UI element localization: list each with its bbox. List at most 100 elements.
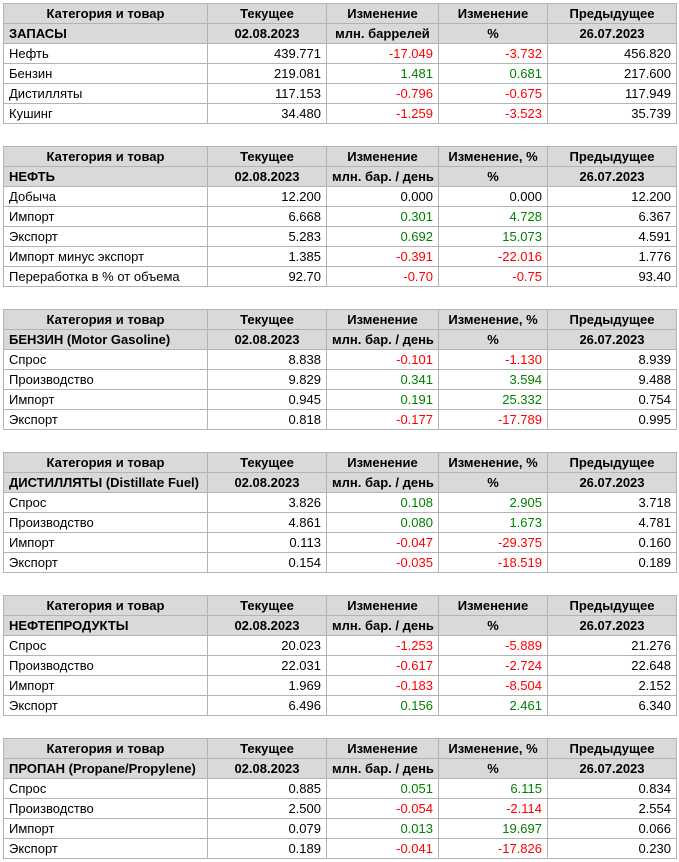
value-previous: 8.939: [547, 349, 677, 370]
row-label: Производство: [3, 369, 208, 390]
value-change: 1.481: [326, 63, 439, 84]
row-label: Импорт: [3, 389, 208, 410]
column-header: Текущее: [207, 309, 327, 330]
value-previous: 0.066: [547, 818, 677, 839]
value-previous: 0.834: [547, 778, 677, 799]
header-row: Категория и товар Текущее Изменение Изменен…: [3, 146, 677, 167]
value-previous: 0.189: [547, 552, 677, 573]
section-row: ЗАПАСЫ 02.08.2023 млн. баррелей% 26.07.2023: [3, 23, 677, 44]
value-current: 0.113: [207, 532, 327, 553]
value-current: 3.826: [207, 492, 327, 513]
table-row: Импорт минус экспорт 1.385 -0.391 -22.016 1.…: [3, 246, 677, 267]
table-row: Импорт 1.969 -0.183 -8.504 2.152: [3, 675, 677, 696]
previous-date: 26.07.2023: [547, 329, 677, 350]
table-row: Переработка в % от объема 92.70 -0.70 -0.75…: [3, 266, 677, 287]
section-row: ПРОПАН (Propane/Propylene) 02.08.2023 млн.…: [3, 758, 677, 779]
value-change: -1.253: [326, 635, 439, 656]
value-change-pct: -8.504: [438, 675, 548, 696]
value-change-pct: -3.732: [438, 43, 548, 64]
value-change-pct: 15.073: [438, 226, 548, 247]
table-row: Импорт 6.668 0.301 4.728 6.367: [3, 206, 677, 227]
value-current: 5.283: [207, 226, 327, 247]
value-change-pct: 19.697: [438, 818, 548, 839]
value-change-pct: 2.461: [438, 695, 548, 716]
value-change: 0.692: [326, 226, 439, 247]
row-label: Производство: [3, 798, 208, 819]
value-current: 0.154: [207, 552, 327, 573]
value-current: 2.500: [207, 798, 327, 819]
value-current: 9.829: [207, 369, 327, 390]
header-row: Категория и товар Текущее Изменение Изменен…: [3, 309, 677, 330]
value-previous: 0.995: [547, 409, 677, 430]
header-row: Категория и товар Текущее Изменение Изменен…: [3, 738, 677, 759]
current-date: 02.08.2023: [207, 166, 327, 187]
value-change: 0.301: [326, 206, 439, 227]
value-change: -0.047: [326, 532, 439, 553]
current-date: 02.08.2023: [207, 615, 327, 636]
value-change: -0.70: [326, 266, 439, 287]
column-header: Предыдущее: [547, 452, 677, 473]
value-previous: 93.40: [547, 266, 677, 287]
percent-label: %: [438, 23, 548, 44]
section-row: БЕНЗИН (Motor Gasoline) 02.08.2023 млн. ба…: [3, 329, 677, 350]
value-change-pct: -1.130: [438, 349, 548, 370]
value-change-pct: -5.889: [438, 635, 548, 656]
table-row: Спрос 3.826 0.108 2.905 3.718: [3, 492, 677, 513]
row-label: Дистилляты: [3, 83, 208, 104]
column-header: Изменение: [326, 595, 439, 616]
section-title: ПРОПАН (Propane/Propylene): [3, 758, 208, 779]
data-table-distillyaty: Категория и товар Текущее Изменение Изменен…: [3, 452, 677, 573]
table-row: Производство 9.829 0.341 3.594 9.488: [3, 369, 677, 390]
value-current: 6.496: [207, 695, 327, 716]
value-current: 219.081: [207, 63, 327, 84]
previous-date: 26.07.2023: [547, 615, 677, 636]
column-header: Изменение: [326, 738, 439, 759]
table-row: Импорт 0.079 0.013 19.697 0.066: [3, 818, 677, 839]
value-change-pct: 6.115: [438, 778, 548, 799]
unit-label: млн. бар. / день: [326, 615, 439, 636]
table-row: Кушинг 34.480 -1.259 -3.523 35.739: [3, 103, 677, 124]
section-title: НЕФТЕПРОДУКТЫ: [3, 615, 208, 636]
value-current: 0.885: [207, 778, 327, 799]
column-header: Предыдущее: [547, 309, 677, 330]
row-label: Экспорт: [3, 838, 208, 859]
percent-label: %: [438, 329, 548, 350]
data-table-propan: Категория и товар Текущее Изменение Изменен…: [3, 738, 677, 859]
header-row: Категория и товар Текущее Изменение Изменен…: [3, 3, 677, 24]
section-title: НЕФТЬ: [3, 166, 208, 187]
row-label: Спрос: [3, 349, 208, 370]
column-header: Категория и товар: [3, 146, 208, 167]
previous-date: 26.07.2023: [547, 23, 677, 44]
column-header: Категория и товар: [3, 3, 208, 24]
value-current: 34.480: [207, 103, 327, 124]
value-previous: 6.367: [547, 206, 677, 227]
column-header: Изменение: [326, 146, 439, 167]
value-current: 0.945: [207, 389, 327, 410]
value-previous: 6.340: [547, 695, 677, 716]
value-current: 439.771: [207, 43, 327, 64]
value-change-pct: -22.016: [438, 246, 548, 267]
value-change: -0.796: [326, 83, 439, 104]
unit-label: млн. бар. / день: [326, 166, 439, 187]
column-header: Категория и товар: [3, 595, 208, 616]
section-row: ДИСТИЛЛЯТЫ (Distillate Fuel) 02.08.2023 мл…: [3, 472, 677, 493]
previous-date: 26.07.2023: [547, 472, 677, 493]
column-header: Категория и товар: [3, 309, 208, 330]
data-table-benzin: Категория и товар Текущее Изменение Изменен…: [3, 309, 677, 430]
column-header: Изменение, %: [438, 146, 548, 167]
value-change-pct: -2.724: [438, 655, 548, 676]
current-date: 02.08.2023: [207, 329, 327, 350]
table-row: Экспорт 6.496 0.156 2.461 6.340: [3, 695, 677, 716]
value-current: 117.153: [207, 83, 327, 104]
value-current: 1.969: [207, 675, 327, 696]
value-change: 0.000: [326, 186, 439, 207]
value-previous: 4.591: [547, 226, 677, 247]
column-header: Предыдущее: [547, 595, 677, 616]
percent-label: %: [438, 166, 548, 187]
value-change-pct: -3.523: [438, 103, 548, 124]
value-change: -1.259: [326, 103, 439, 124]
percent-label: %: [438, 758, 548, 779]
row-label: Нефть: [3, 43, 208, 64]
value-previous: 4.781: [547, 512, 677, 533]
data-table-zapasy: Категория и товар Текущее Изменение Изменен…: [3, 3, 677, 124]
